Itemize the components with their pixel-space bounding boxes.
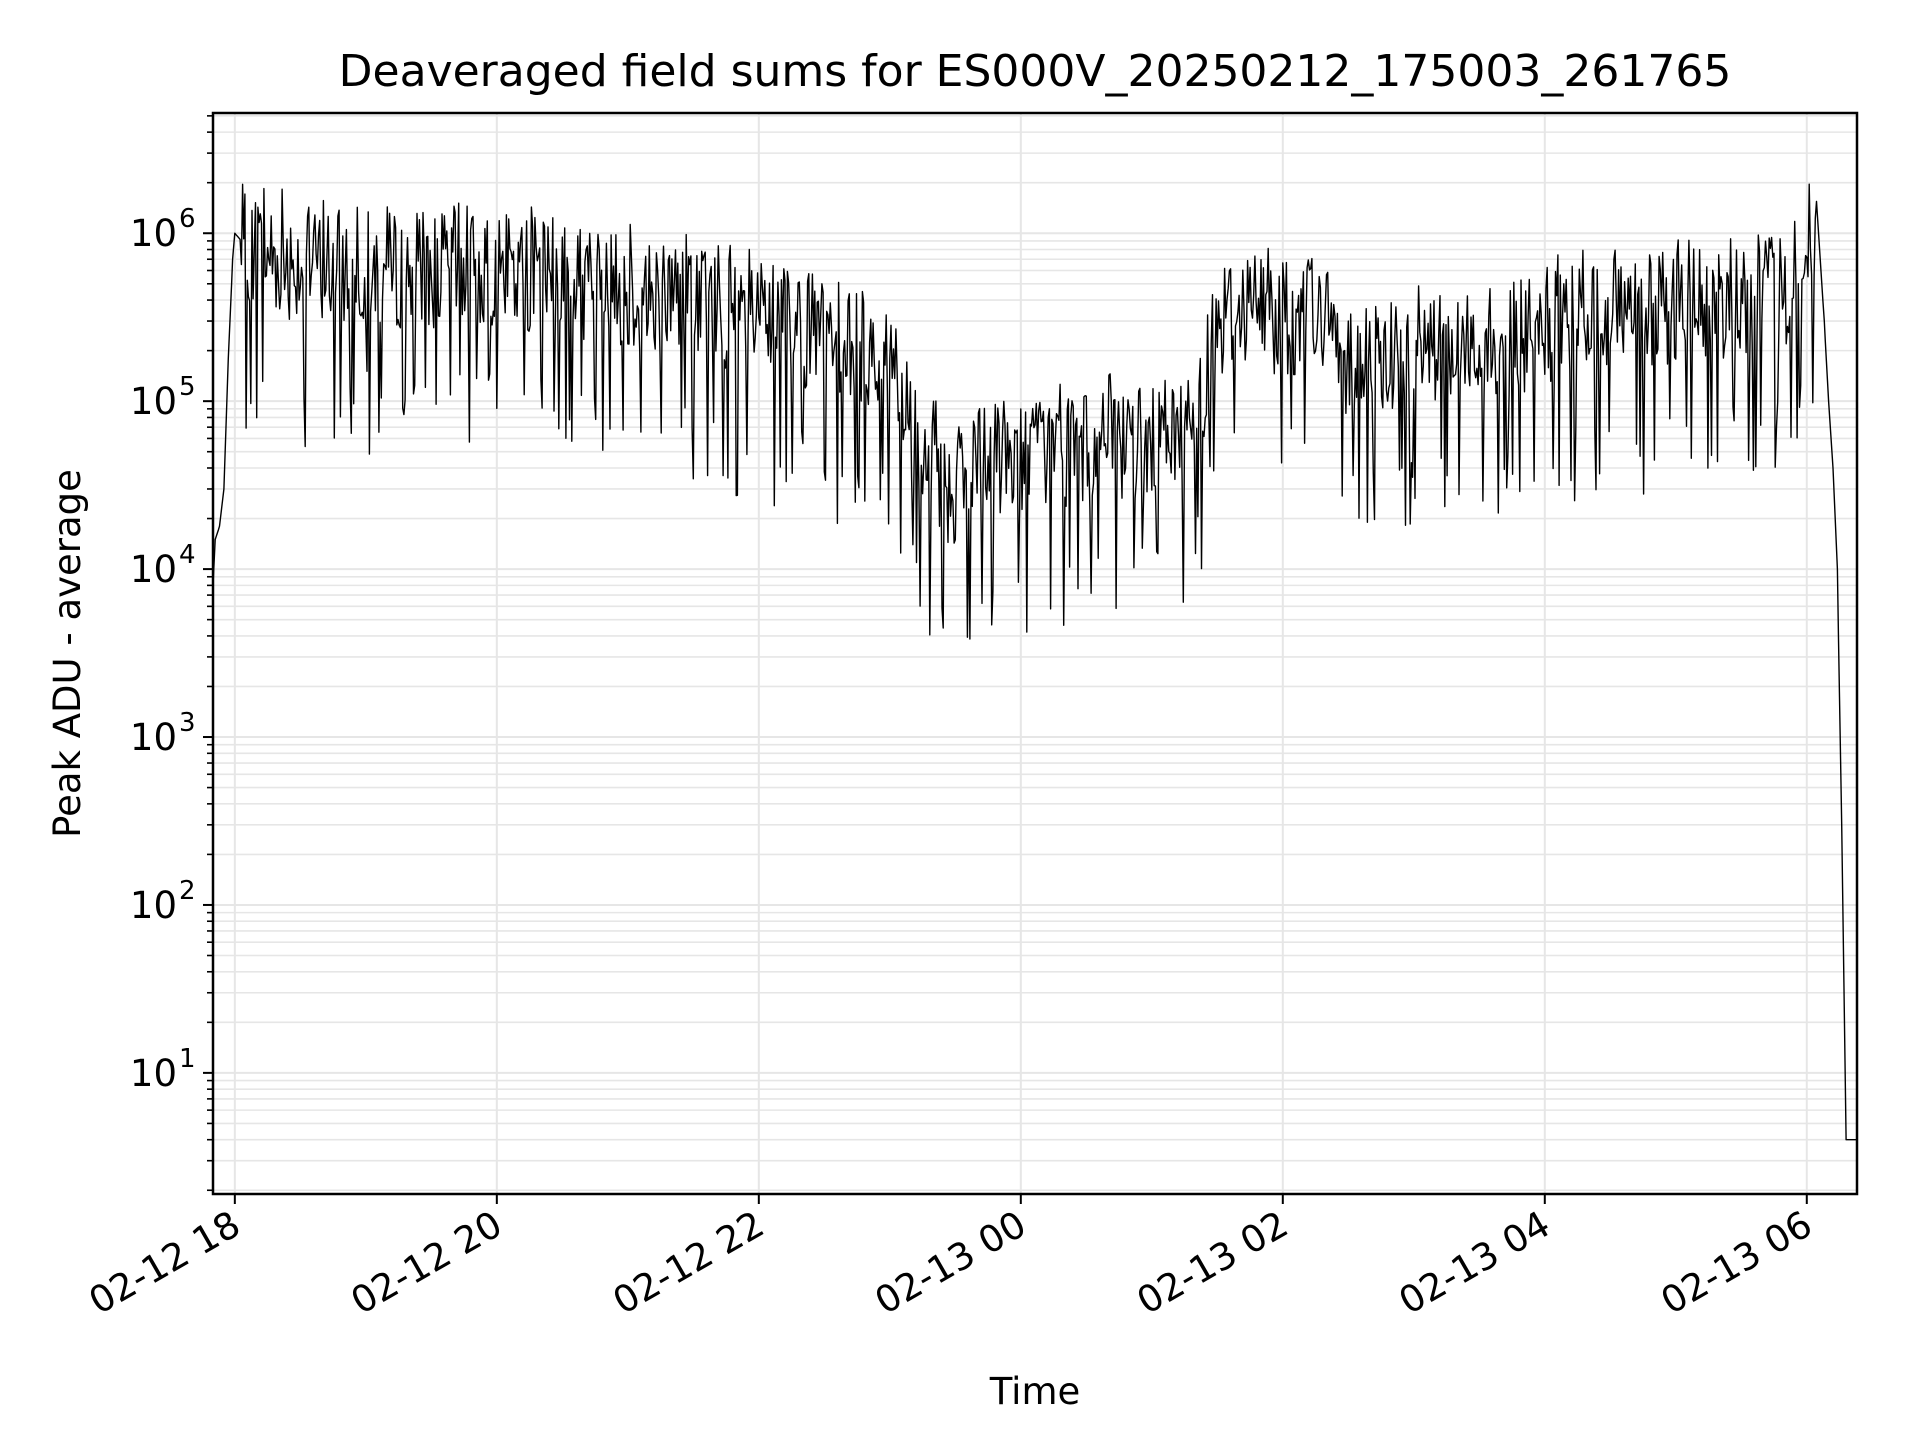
x-tick-label: 02-13 02 bbox=[1130, 1203, 1296, 1323]
y-tick-label: 10 bbox=[130, 380, 177, 423]
y-tick-exponent: 1 bbox=[179, 1044, 196, 1074]
x-axis-label: Time bbox=[989, 1370, 1081, 1413]
x-tick-label: 02-13 04 bbox=[1392, 1203, 1558, 1323]
y-tick-label: 10 bbox=[130, 716, 177, 759]
x-tick-label: 02-12 18 bbox=[82, 1203, 248, 1323]
series-line bbox=[212, 183, 1857, 1141]
plot-area bbox=[212, 183, 1857, 1141]
y-tick-exponent: 3 bbox=[179, 708, 196, 738]
y-tick-exponent: 6 bbox=[179, 204, 196, 234]
chart-title: Deaveraged field sums for ES000V_2025021… bbox=[339, 46, 1732, 97]
plot-frame bbox=[211, 111, 1859, 1196]
y-tick-label: 10 bbox=[130, 884, 177, 927]
x-tick-label: 02-12 22 bbox=[606, 1203, 772, 1323]
y-tick-label: 10 bbox=[130, 548, 177, 591]
y-tick-exponent: 5 bbox=[179, 372, 196, 402]
x-tick-label: 02-13 06 bbox=[1654, 1203, 1820, 1323]
x-axis: 02-12 18 02-12 20 02-12 22 02-13 00 02-13 02… bbox=[82, 1194, 1820, 1323]
y-tick-exponent: 4 bbox=[179, 540, 196, 570]
y-tick-label: 10 bbox=[130, 212, 177, 255]
y-axis-label: Peak ADU - average bbox=[46, 469, 89, 838]
y-tick-label: 10 bbox=[130, 1052, 177, 1095]
x-tick-label: 02-12 20 bbox=[344, 1203, 510, 1323]
y-tick-exponent: 2 bbox=[179, 876, 196, 906]
x-tick-label: 02-13 00 bbox=[868, 1203, 1034, 1323]
